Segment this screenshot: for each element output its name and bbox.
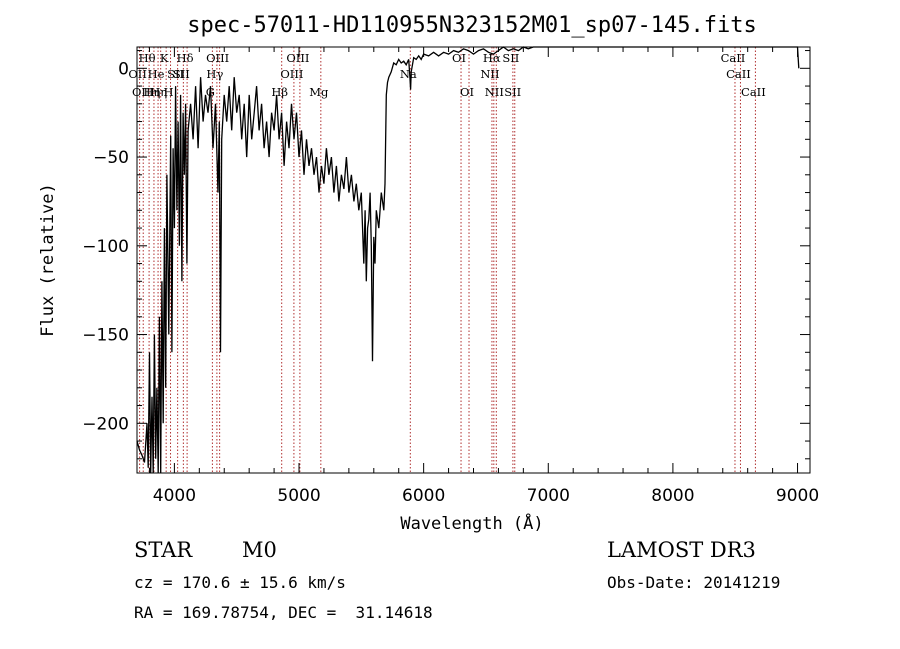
x-axis-ticks: 4000 5000 6000 7000 8000 9000 xyxy=(148,47,819,506)
line-label: CaII xyxy=(726,67,751,81)
line-label: Na xyxy=(400,67,417,81)
line-label: SII xyxy=(504,85,521,99)
x-tick-label: 9000 xyxy=(776,486,819,506)
line-label: Hα xyxy=(483,51,501,65)
redshift-readout: cz = 170.6 ± 15.6 km/s xyxy=(134,573,346,592)
line-label: H xyxy=(164,85,174,99)
x-tick-label: 4000 xyxy=(153,486,196,506)
line-label: OIII xyxy=(206,51,229,65)
coordinates-readout: RA = 169.78754, DEC = 31.14618 xyxy=(134,603,433,622)
line-label: OI xyxy=(452,51,466,65)
observation-date: Obs-Date: 20141219 xyxy=(607,573,781,592)
line-label: Hγ xyxy=(206,67,223,81)
line-label: OI xyxy=(460,85,474,99)
x-tick-label: 7000 xyxy=(527,486,570,506)
x-tick-label: 5000 xyxy=(277,486,320,506)
y-axis-ticks: 0 −50 −100 −150 −200 xyxy=(82,50,810,460)
line-label: Hβ xyxy=(271,85,288,99)
object-class: STAR xyxy=(134,538,193,562)
line-label: He xyxy=(148,67,165,81)
line-label: Hη xyxy=(143,85,160,99)
survey-name: LAMOST DR3 xyxy=(607,538,756,562)
line-label: Hδ xyxy=(177,51,194,65)
x-tick-label: 8000 xyxy=(651,486,694,506)
x-tick-label: 6000 xyxy=(402,486,445,506)
chart-title: spec-57011-HD110955N323152M01_sp07-145.f… xyxy=(187,13,757,38)
spectrum-line xyxy=(136,46,800,474)
y-tick-label: −50 xyxy=(93,148,129,168)
line-label: Mg xyxy=(309,85,329,99)
line-label: NII xyxy=(485,85,504,99)
line-label: K xyxy=(160,51,169,65)
line-label: Hη xyxy=(150,85,167,99)
line-labels: OIIOIIHθHηHeHηKHSIIHδSIIGHγOIIIHβOIIIOII… xyxy=(128,51,765,99)
line-label: Hθ xyxy=(139,51,156,65)
y-tick-label: −200 xyxy=(82,414,129,434)
line-label: SII xyxy=(502,51,519,65)
line-label: SII xyxy=(173,67,190,81)
x-axis-label: Wavelength (Å) xyxy=(400,512,543,534)
y-tick-label: −150 xyxy=(82,326,129,346)
line-label: OIII xyxy=(280,67,303,81)
line-label: SII xyxy=(167,67,184,81)
line-label: OIII xyxy=(286,51,309,65)
line-label: CaII xyxy=(741,85,766,99)
line-label: OII xyxy=(128,67,147,81)
line-label: NII xyxy=(480,67,499,81)
spectral-subclass: M0 xyxy=(242,538,277,562)
y-tick-label: 0 xyxy=(118,59,129,79)
y-tick-label: −100 xyxy=(82,237,129,257)
line-label: CaII xyxy=(721,51,746,65)
y-axis-label: Flux (relative) xyxy=(38,183,58,337)
plot-frame xyxy=(136,46,811,474)
